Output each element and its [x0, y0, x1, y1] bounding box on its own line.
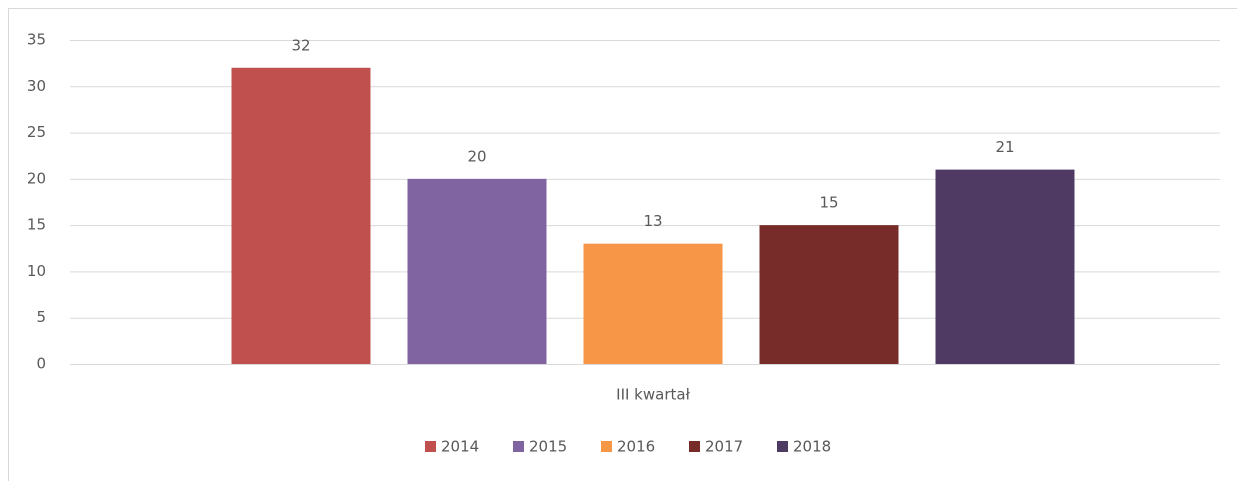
bar — [759, 225, 899, 364]
legend-swatch — [425, 441, 436, 452]
chart-frame — [8, 8, 1237, 481]
y-tick-label: 10 — [27, 262, 46, 280]
y-tick-label: 35 — [27, 31, 46, 49]
data-label: 20 — [467, 147, 486, 165]
y-tick-label: 5 — [36, 308, 46, 326]
legend-label: 2018 — [793, 438, 831, 456]
legend-swatch — [689, 441, 700, 452]
data-label: 13 — [643, 212, 662, 230]
y-tick-label: 25 — [27, 123, 46, 141]
y-tick-label: 0 — [36, 355, 46, 373]
y-tick-label: 30 — [27, 77, 46, 95]
y-tick-label: 20 — [27, 169, 46, 187]
data-label: 32 — [291, 36, 310, 54]
x-tick-label: III kwartał — [616, 386, 690, 404]
bar — [407, 178, 547, 364]
bar — [583, 243, 723, 364]
data-label: 15 — [819, 194, 838, 212]
legend-label: 2016 — [617, 438, 655, 456]
legend-label: 2014 — [441, 438, 479, 456]
legend-label: 2017 — [705, 438, 743, 456]
legend-label: 2015 — [529, 438, 567, 456]
bar — [231, 67, 371, 365]
bar — [935, 169, 1075, 364]
y-tick-label: 15 — [27, 216, 46, 234]
legend-swatch — [601, 441, 612, 452]
legend-swatch — [513, 441, 524, 452]
data-label: 21 — [995, 138, 1014, 156]
legend-swatch — [777, 441, 788, 452]
